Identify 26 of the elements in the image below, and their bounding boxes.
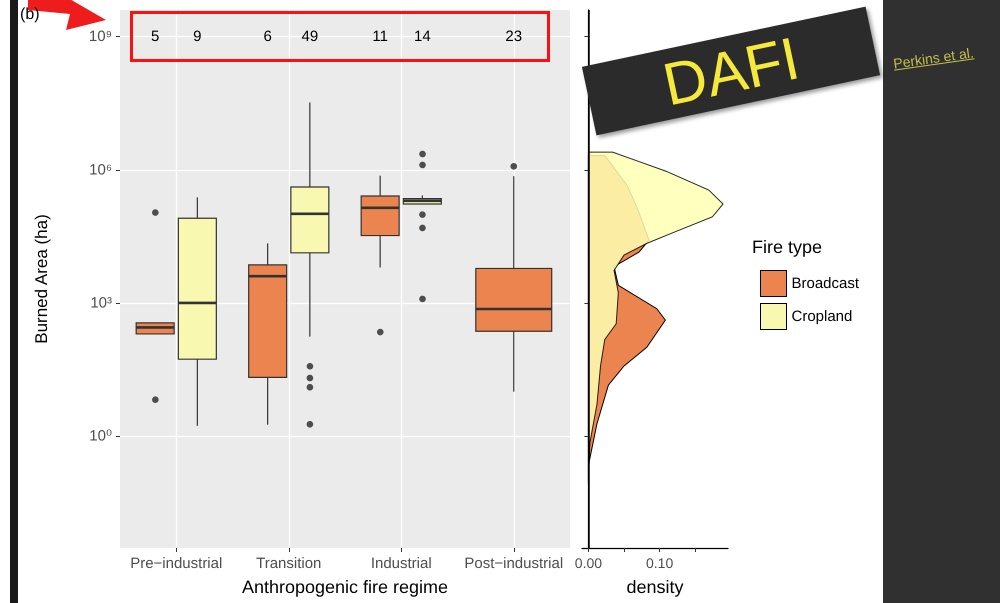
text: 6	[263, 28, 272, 46]
x-axis-title: density	[626, 577, 684, 597]
text: 9	[193, 28, 202, 46]
text: 14	[414, 28, 431, 46]
x-tick-label: Industrial	[370, 555, 432, 572]
text: Perkins et al.	[892, 44, 975, 72]
y-tick-label: 10⁶	[89, 161, 112, 178]
x-axis-title: Anthropogenic fire regime	[242, 577, 448, 597]
text: 49	[302, 28, 318, 46]
y-tick-label: 10⁹	[88, 28, 112, 46]
y-axis-title: Burned Area (ha)	[32, 214, 51, 344]
annotation: DAFI	[582, 6, 880, 136]
x-tick-label: Transition	[256, 555, 322, 572]
legend-label: Broadcast	[792, 275, 860, 292]
legend-title: Fire type	[752, 237, 822, 257]
text: 23	[505, 28, 522, 46]
y-tick-label: 10³	[90, 294, 112, 312]
legend-label: Cropland	[792, 308, 852, 325]
x-tick-label: 0.00	[574, 555, 602, 571]
text: 11	[372, 28, 388, 46]
y-tick-label: 10⁰	[89, 428, 112, 445]
x-tick-label: Pre−industrial	[130, 555, 222, 572]
x-tick-label: Post−industrial	[464, 555, 564, 572]
x-tick-label: 0.10	[646, 555, 674, 571]
text: (b)	[20, 6, 40, 24]
text: 5	[150, 28, 160, 46]
